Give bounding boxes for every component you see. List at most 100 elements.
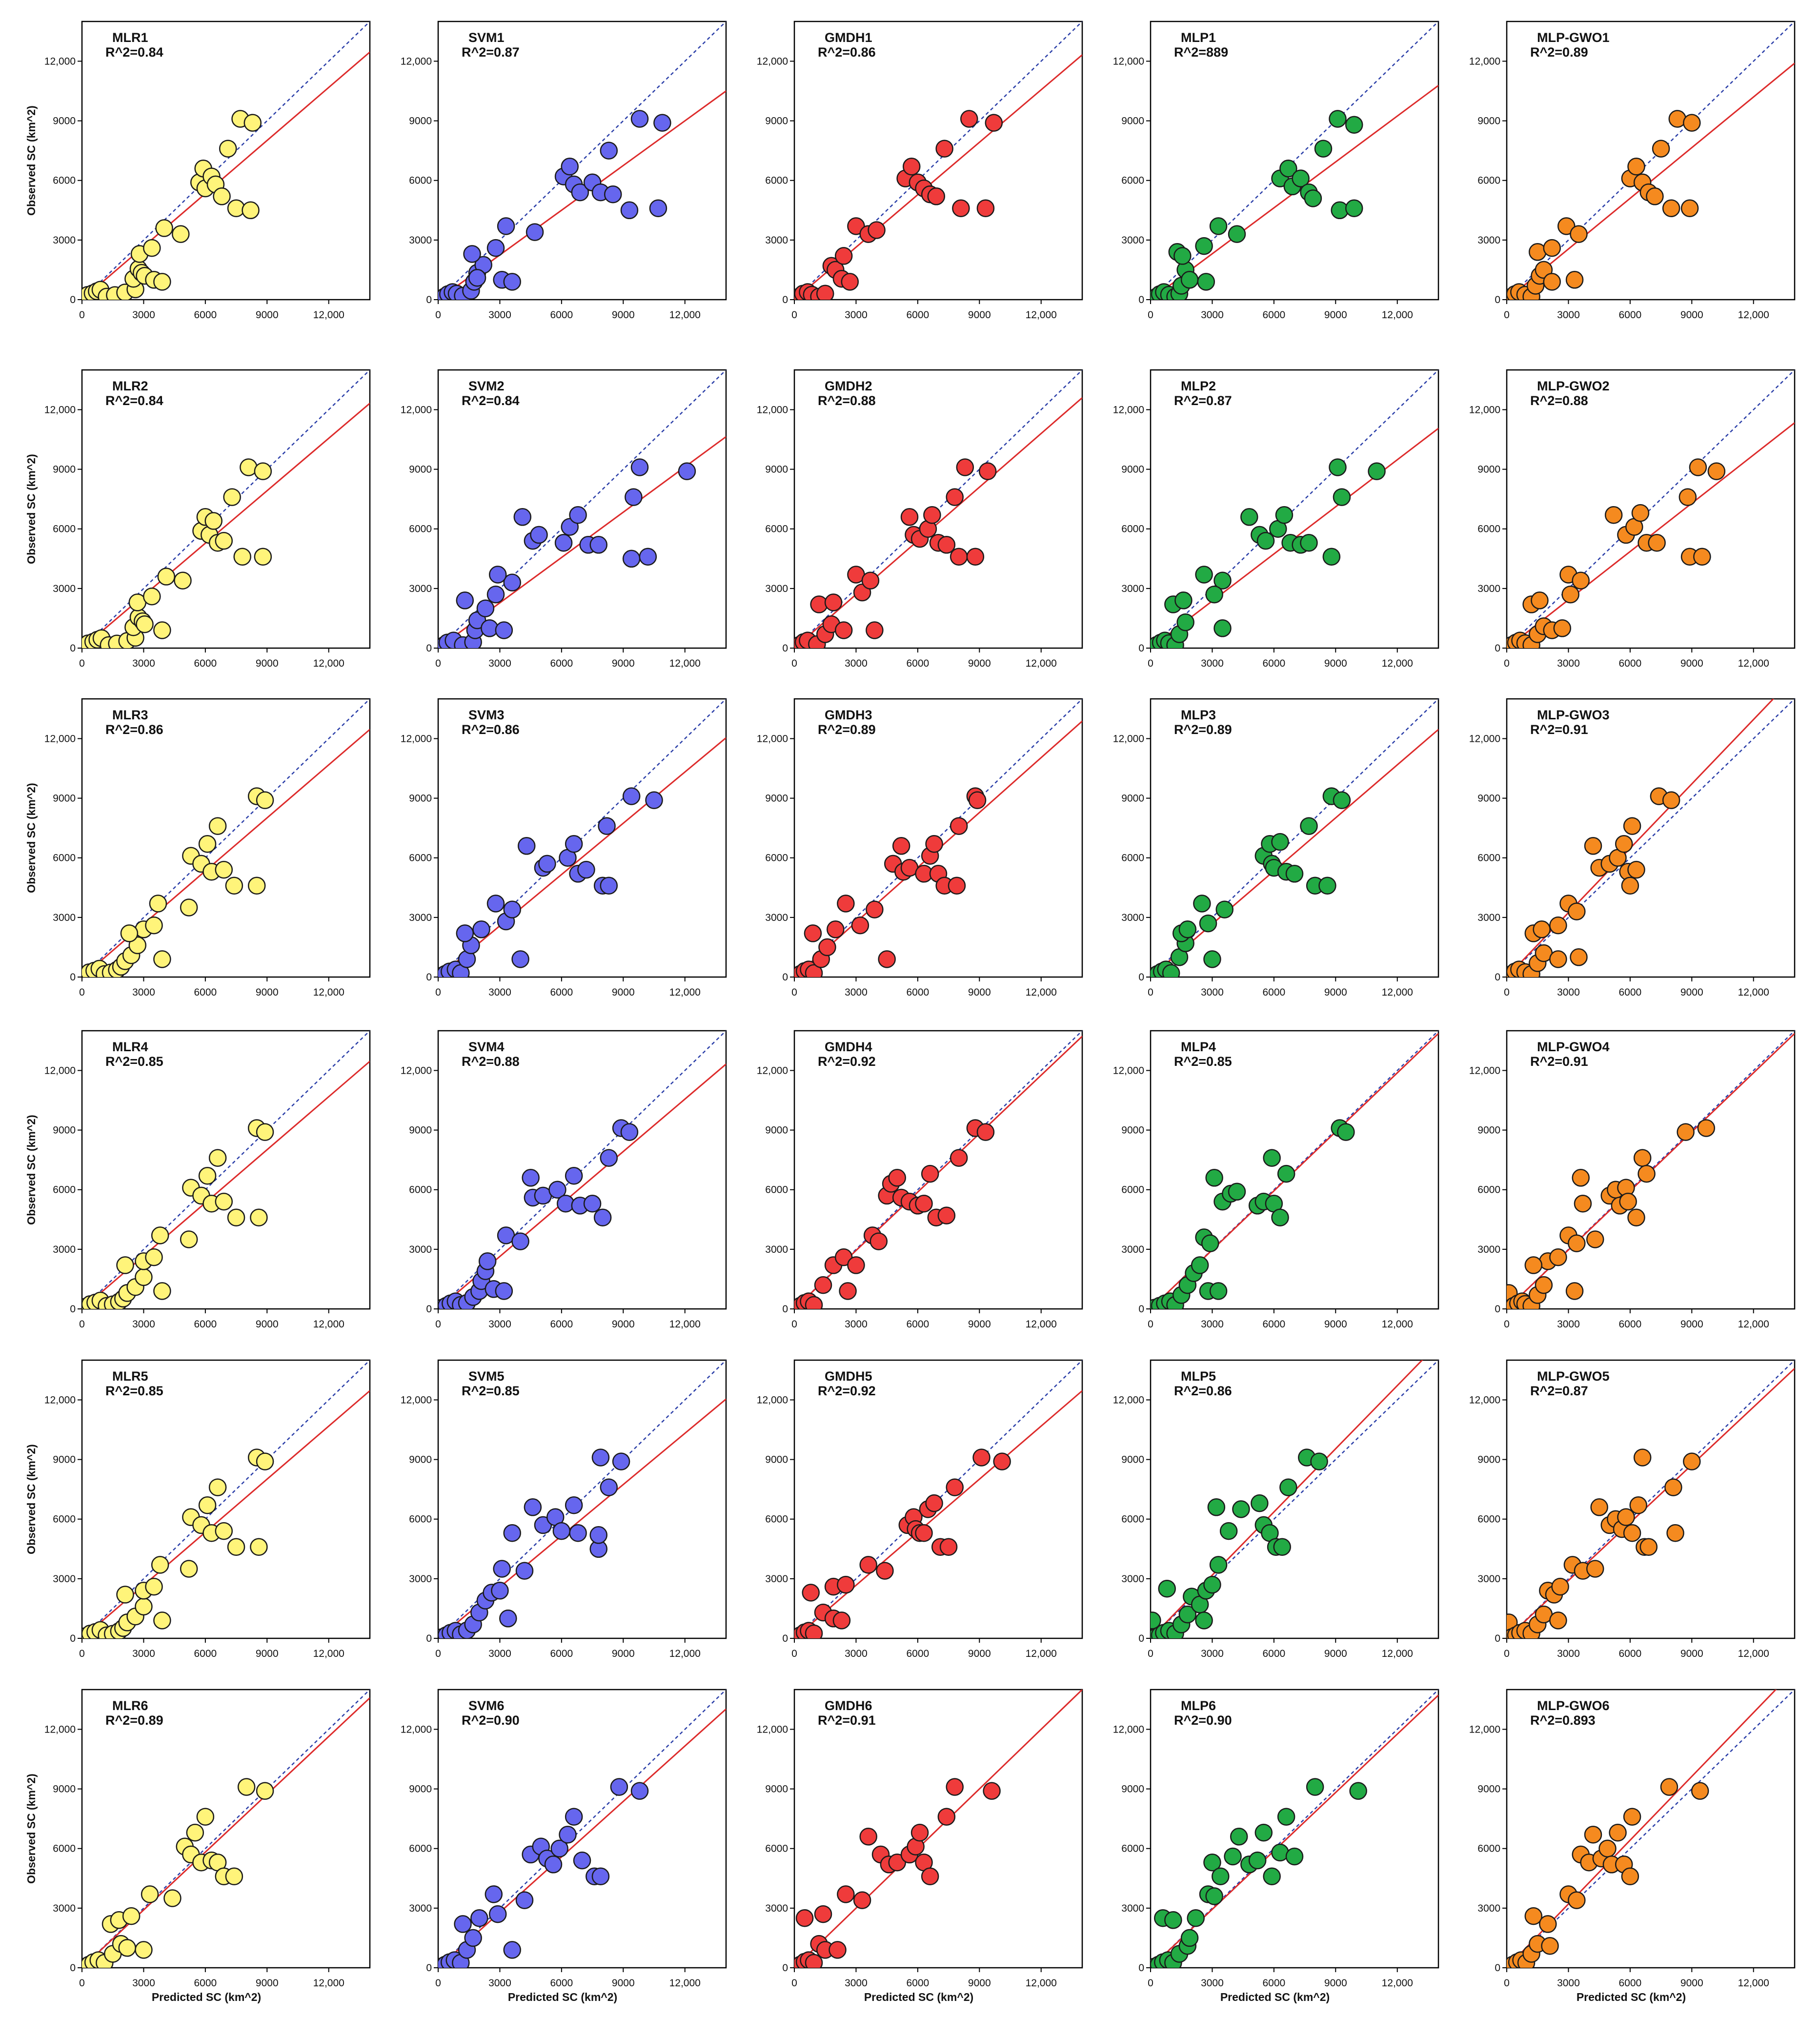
x-tick-label: 9000 — [968, 1978, 991, 1989]
data-point — [513, 508, 532, 526]
data-point — [678, 462, 696, 480]
data-point — [910, 1823, 929, 1842]
panel-title: GMDH5 — [825, 1369, 872, 1384]
panel-r2: R^2=0.90 — [1174, 1713, 1232, 1728]
data-point — [598, 817, 616, 835]
x-tick-label: 0 — [791, 1978, 797, 1989]
panel-gmdh3: 00 3000 3000 6000 6000 9000 9000 12,000 12,000 GM… — [757, 698, 1083, 998]
data-point — [1230, 1828, 1248, 1846]
data-point — [1209, 1282, 1228, 1300]
panel-gmdh6: 00 3000 3000 6000 6000 9000 9000 12,000 12,000 GM… — [757, 1689, 1083, 2003]
data-point — [196, 1808, 215, 1826]
data-point — [1533, 920, 1551, 938]
y-tick-label: 3000 — [1477, 1573, 1500, 1585]
x-tick-label: 6000 — [906, 658, 929, 669]
y-tick-label: 3000 — [1477, 1903, 1500, 1914]
fit-line — [794, 397, 1082, 648]
panel-gmdh2: 00 3000 3000 6000 6000 9000 9000 12,000 12,000 GM… — [757, 369, 1083, 669]
data-point — [559, 1825, 577, 1844]
x-tick-label: 6000 — [550, 987, 573, 998]
panel-r2: R^2=889 — [1174, 45, 1228, 60]
data-point — [1586, 1560, 1604, 1578]
data-point — [1627, 1208, 1645, 1226]
y-tick-label: 9000 — [53, 1784, 76, 1795]
data-point — [1285, 865, 1304, 883]
x-tick-label: 0 — [435, 658, 441, 669]
data-point — [937, 1808, 956, 1826]
data-point — [213, 187, 231, 205]
data-point — [866, 621, 884, 639]
x-tick-label: 3000 — [488, 1319, 511, 1330]
x-tick-label: 12,000 — [313, 1978, 344, 1989]
data-point — [463, 245, 481, 263]
panel-title: MLP1 — [1181, 30, 1216, 45]
x-tick-label: 0 — [791, 1648, 797, 1659]
x-tick-label: 9000 — [968, 1319, 991, 1330]
x-tick-label: 9000 — [256, 1319, 279, 1330]
x-tick-label: 12,000 — [1382, 1648, 1413, 1659]
data-point — [254, 548, 272, 566]
panel-title: MLP-GWO2 — [1537, 379, 1610, 393]
x-tick-label: 9000 — [1324, 309, 1347, 321]
data-point — [859, 1828, 877, 1846]
data-point — [847, 217, 865, 235]
data-point — [478, 1252, 497, 1270]
y-tick-label: 3000 — [409, 1573, 432, 1585]
panel-title: MLP-GWO5 — [1537, 1369, 1610, 1384]
data-point — [1678, 488, 1697, 506]
x-tick-label: 0 — [1504, 1978, 1510, 1989]
y-tick-label: 9000 — [1121, 1125, 1144, 1136]
data-point — [468, 268, 486, 287]
data-point — [804, 924, 822, 942]
data-point — [135, 1597, 153, 1616]
data-point — [591, 1867, 610, 1885]
y-tick-label: 6000 — [409, 1184, 432, 1196]
y-tick-label: 6000 — [53, 1184, 76, 1196]
data-point — [476, 599, 495, 617]
data-point — [1619, 1192, 1637, 1211]
data-point — [1151, 1611, 1161, 1630]
data-point — [225, 1867, 243, 1885]
data-point — [1549, 1248, 1567, 1266]
y-tick-label: 12,000 — [401, 1724, 432, 1735]
x-tick-label: 6000 — [906, 1648, 929, 1659]
x-tick-label: 6000 — [550, 1648, 573, 1659]
data-point — [1691, 1782, 1709, 1800]
y-tick-label: 12,000 — [401, 1065, 432, 1076]
x-tick-label: 3000 — [488, 1978, 511, 1989]
data-point — [565, 1496, 583, 1514]
y-tick-label: 12,000 — [1469, 1065, 1500, 1076]
panel-mlr5: 00 3000 3000 6000 6000 9000 9000 12,000 12,000 ML… — [25, 1359, 371, 1659]
panel-svm3: 00 3000 3000 6000 6000 9000 9000 12,000 12,000 SV… — [401, 698, 727, 998]
panel-r2: R^2=0.86 — [105, 722, 163, 737]
data-point — [456, 591, 474, 610]
data-point — [1207, 1498, 1226, 1516]
data-point — [1664, 1478, 1682, 1496]
y-axis-label: Observed SC (km^2) — [25, 783, 38, 893]
data-point — [219, 140, 237, 158]
panel-gmdh4: 00 3000 3000 6000 6000 9000 9000 12,000 12,000 GM… — [757, 1030, 1083, 1330]
data-point — [1565, 271, 1584, 289]
data-point — [503, 273, 521, 291]
data-point — [841, 273, 859, 291]
data-point — [814, 1905, 832, 1923]
panel-r2: R^2=0.84 — [462, 393, 520, 408]
panel-title: MLP4 — [1181, 1040, 1216, 1054]
data-point — [135, 1941, 153, 1959]
panel-r2: R^2=0.88 — [1530, 393, 1588, 408]
data-point — [550, 1839, 568, 1857]
data-point — [946, 488, 964, 506]
x-tick-label: 9000 — [1680, 1319, 1703, 1330]
data-point — [172, 225, 190, 243]
panel-mlr2: 00 3000 3000 6000 6000 9000 9000 12,000 12,000 ML… — [25, 369, 371, 669]
data-point — [1621, 877, 1639, 895]
panel-mlr4: 00 3000 3000 6000 6000 9000 9000 12,000 12,000 ML… — [25, 1030, 371, 1330]
data-point — [495, 621, 513, 639]
data-point — [950, 548, 968, 566]
y-tick-label: 12,000 — [44, 733, 76, 744]
data-point — [1277, 1808, 1295, 1826]
data-point — [470, 1909, 488, 1927]
data-point — [625, 488, 643, 506]
y-tick-label: 3000 — [1477, 1244, 1500, 1255]
data-point — [511, 1232, 529, 1250]
